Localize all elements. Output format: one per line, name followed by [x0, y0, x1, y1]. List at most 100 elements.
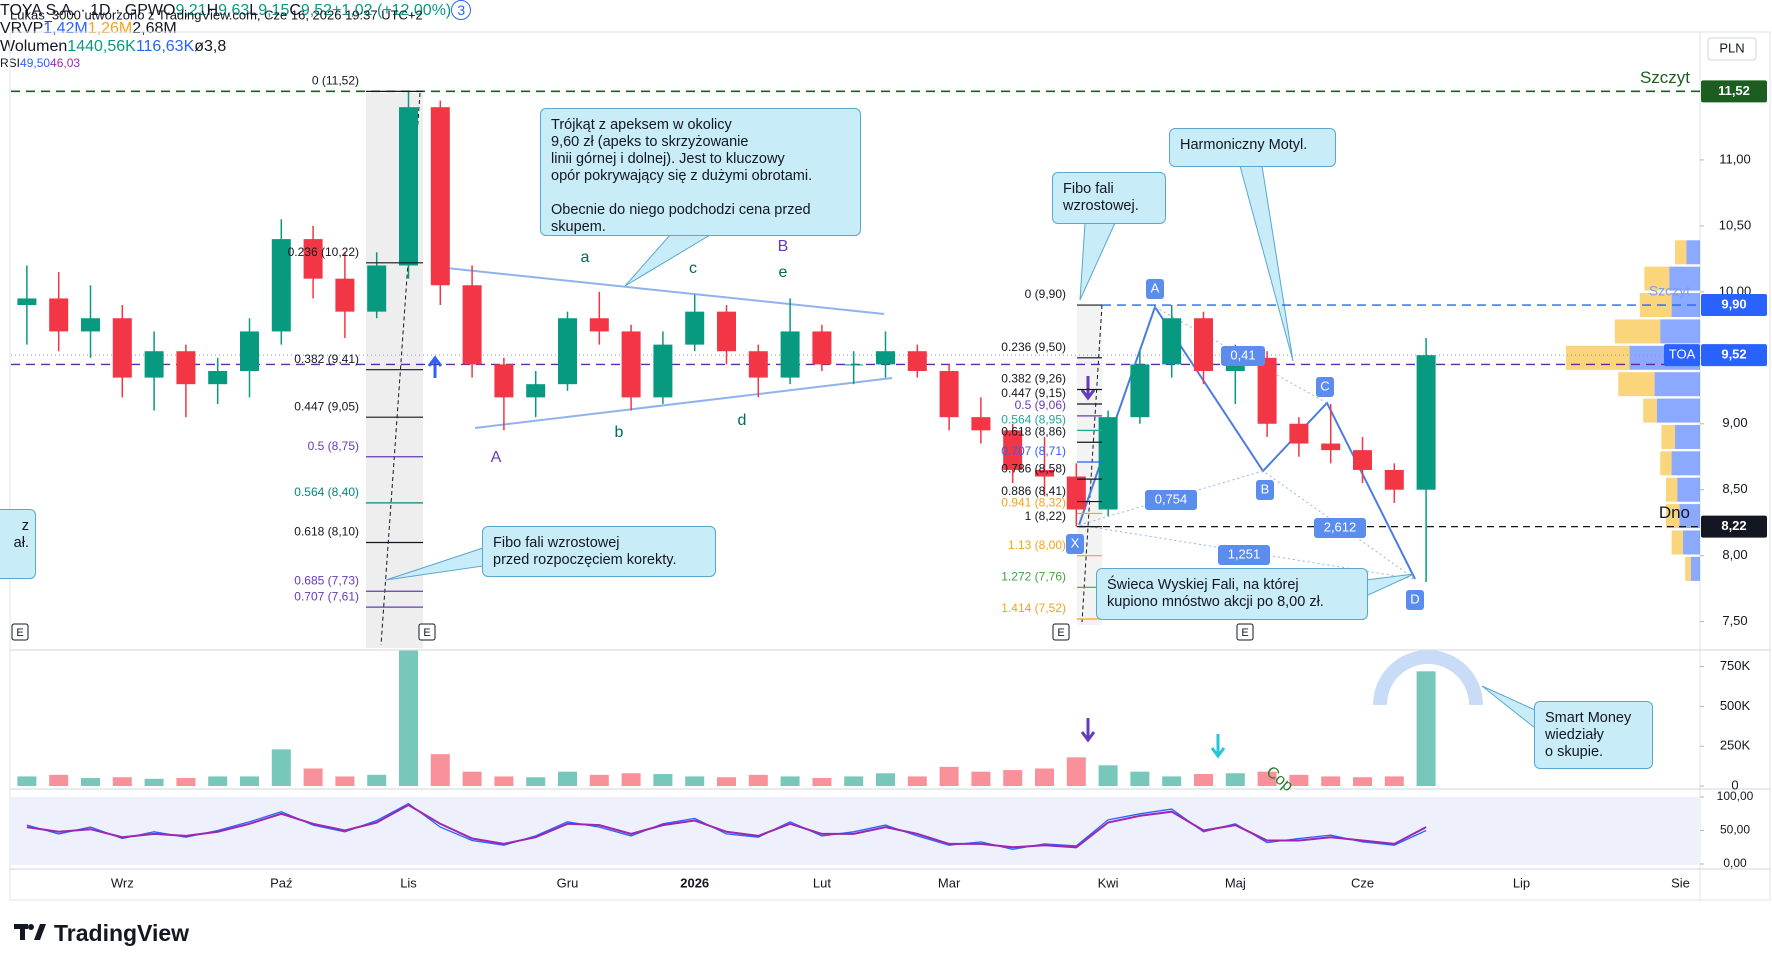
- callout: Smart Money wiedziały o skupie.: [1534, 701, 1653, 769]
- x-tick-label: Mar: [938, 875, 961, 890]
- fib-label: 0.5 (9,06): [1015, 398, 1066, 412]
- candle-body: [653, 344, 673, 398]
- currency: PLN: [1719, 40, 1744, 55]
- fib-label: 0.786 (8,58): [1001, 461, 1066, 475]
- volume-profile-row: [1675, 424, 1700, 449]
- price-label: 9,90: [1721, 296, 1746, 311]
- volume-profile-row: [1665, 477, 1678, 502]
- y-tick-label: 50,00: [1720, 823, 1750, 837]
- volume-profile-row: [1661, 424, 1676, 449]
- frame: [9, 31, 1771, 901]
- fib-label: 0.886 (8,41): [1001, 484, 1066, 498]
- fib-label: 0.564 (8,95): [1001, 413, 1066, 427]
- volume-bar: [1035, 768, 1054, 786]
- volume-profile-row: [1690, 556, 1700, 581]
- ohlc-value: 9,63: [218, 2, 250, 19]
- price-label: 9,52: [1721, 347, 1746, 362]
- earnings-box: [11, 623, 29, 641]
- badge: 3: [451, 0, 472, 20]
- arrow-down: [1210, 734, 1226, 759]
- candle-body: [208, 370, 228, 385]
- legend-value: 3,8: [204, 38, 227, 55]
- ohlc: L9,15: [249, 2, 289, 19]
- volume-bar: [462, 771, 482, 786]
- fib-label: 0 (9,90): [1025, 287, 1066, 301]
- highlight-arc: [1373, 650, 1483, 706]
- volume-profile-row: [1665, 504, 1680, 529]
- callout-tail: [1239, 165, 1294, 362]
- y-tick-label: 100,00: [1717, 789, 1754, 803]
- candle-body: [1035, 469, 1054, 477]
- indicator-value: 2,68M: [132, 20, 177, 37]
- volume-bar: [1321, 776, 1341, 786]
- volume-bar: [1289, 774, 1309, 786]
- fib-label: 0 (11,52): [312, 74, 359, 88]
- earnings: E: [423, 627, 430, 639]
- volume-profile-row: [1671, 451, 1700, 476]
- y-tick-label: 10,50: [1719, 217, 1752, 232]
- callout: Świeca Wyskiej Fali, na której kupiono m…: [1096, 568, 1368, 620]
- legend-value: 116,63K: [135, 38, 195, 55]
- candle-body: [780, 331, 800, 378]
- earnings-box: [418, 623, 436, 641]
- candle-body: [462, 285, 482, 365]
- fib-label: 0.618 (8,86): [1001, 424, 1066, 438]
- volume-bar: [240, 776, 259, 786]
- volume-profile-row: [1686, 240, 1700, 265]
- earnings: E: [16, 627, 23, 639]
- volume-bar: [1194, 774, 1213, 786]
- fib-label: 0.685 (7,73): [294, 573, 359, 587]
- pattern-ratio: 1,251: [1228, 546, 1261, 561]
- legend-row: VRVP1,42M1,26M2,68M: [0, 20, 1772, 38]
- candle-body: [399, 107, 418, 266]
- volume-profile-row: [1614, 319, 1661, 344]
- candle-body: [971, 417, 991, 431]
- volume-bar: [1384, 776, 1404, 786]
- callout: Harmoniczny Motyl.: [1169, 128, 1336, 167]
- fib-label: 0.447 (9,15): [1001, 386, 1066, 400]
- volume-profile-row: [1660, 319, 1700, 344]
- volume-bar: [17, 776, 37, 786]
- symbol-tag: TOA: [1669, 347, 1696, 362]
- pattern-ratio: 2,612: [1324, 519, 1357, 534]
- candle-body: [1257, 357, 1277, 424]
- volume-profile-row: [1660, 451, 1672, 476]
- ohlc-key: C: [289, 2, 301, 19]
- candle-body: [1003, 430, 1023, 470]
- volume-bar: [1098, 765, 1118, 786]
- wave-label: e: [779, 264, 788, 281]
- y-tick-label: 0,00: [1723, 856, 1747, 870]
- ohlc-key: O: [163, 2, 176, 19]
- candle-body: [1194, 318, 1213, 371]
- symbol: TOYA S.A. · 1D · GPW: [0, 2, 163, 19]
- indicator-value: 1,42M: [43, 20, 88, 37]
- pattern-point: C: [1320, 378, 1329, 393]
- x-tick-label: Gru: [557, 875, 579, 890]
- price-label-box: [1701, 344, 1767, 367]
- fib-label: 0.707 (7,61): [294, 589, 359, 603]
- earnings: E: [1241, 627, 1248, 639]
- level-label: Szczyt: [1640, 68, 1690, 87]
- candle-body: [1098, 417, 1118, 510]
- fib-label: 0.236 (9,50): [1001, 340, 1066, 354]
- volume-profile-row: [1656, 398, 1700, 423]
- candle-body: [1066, 476, 1086, 510]
- volume-profile-row: [1644, 266, 1670, 291]
- volume-bar: [1003, 770, 1023, 786]
- volume-bar: [907, 776, 927, 786]
- x-tick-label: Lip: [1513, 875, 1530, 890]
- volume-bar: [1353, 777, 1372, 786]
- volume-bar: [81, 778, 100, 786]
- y-tick-label: 8,00: [1722, 547, 1747, 562]
- pattern-point-box: [1256, 480, 1274, 500]
- candle-body: [876, 351, 895, 365]
- x-tick-label: Maj: [1225, 875, 1246, 890]
- candle-body: [621, 331, 641, 398]
- y-tick-label: 9,00: [1722, 415, 1747, 430]
- volume-bar: [812, 778, 832, 786]
- candle-body: [1416, 355, 1436, 490]
- callout: Trójkąt z apeksem w okolicy 9,60 zł (ape…: [540, 108, 861, 236]
- fib-label: 1.414 (7,52): [1001, 601, 1066, 615]
- volume-bar: [112, 777, 132, 786]
- volume-bar: [1162, 776, 1182, 786]
